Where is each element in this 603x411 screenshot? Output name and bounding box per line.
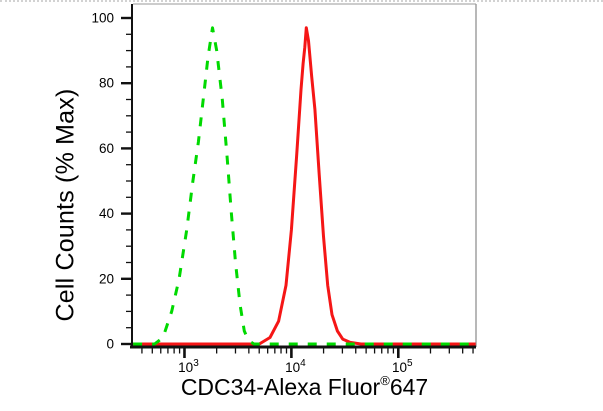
- x-axis-title-text: CDC34-Alexa Fluor: [180, 373, 381, 400]
- x-axis-title-suffix: 647: [389, 373, 429, 400]
- x-axis-title: CDC34-Alexa Fluor ® 647: [133, 372, 476, 402]
- y-tick-label: 0: [106, 337, 114, 352]
- y-tick-label: 20: [99, 271, 114, 286]
- series-green-dashed: [133, 26, 476, 346]
- y-tick-label: 80: [99, 76, 114, 91]
- registered-trademark-icon: ®: [380, 372, 390, 388]
- y-tick-label: 100: [91, 11, 114, 26]
- y-tick-label: 40: [99, 206, 114, 221]
- page-top-border: [0, 0, 603, 2]
- y-tick-label: 60: [99, 141, 114, 156]
- series-red-solid: [133, 26, 476, 346]
